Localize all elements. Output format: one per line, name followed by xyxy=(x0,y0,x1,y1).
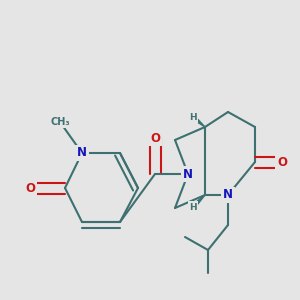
Text: H: H xyxy=(189,202,197,211)
Text: N: N xyxy=(223,188,233,202)
Text: O: O xyxy=(150,131,160,145)
Text: H: H xyxy=(189,112,197,122)
Text: O: O xyxy=(25,182,35,194)
Text: CH₃: CH₃ xyxy=(50,117,70,127)
Polygon shape xyxy=(192,195,205,208)
Text: N: N xyxy=(77,146,87,160)
Text: N: N xyxy=(183,167,193,181)
Text: O: O xyxy=(277,155,287,169)
Polygon shape xyxy=(192,116,205,127)
